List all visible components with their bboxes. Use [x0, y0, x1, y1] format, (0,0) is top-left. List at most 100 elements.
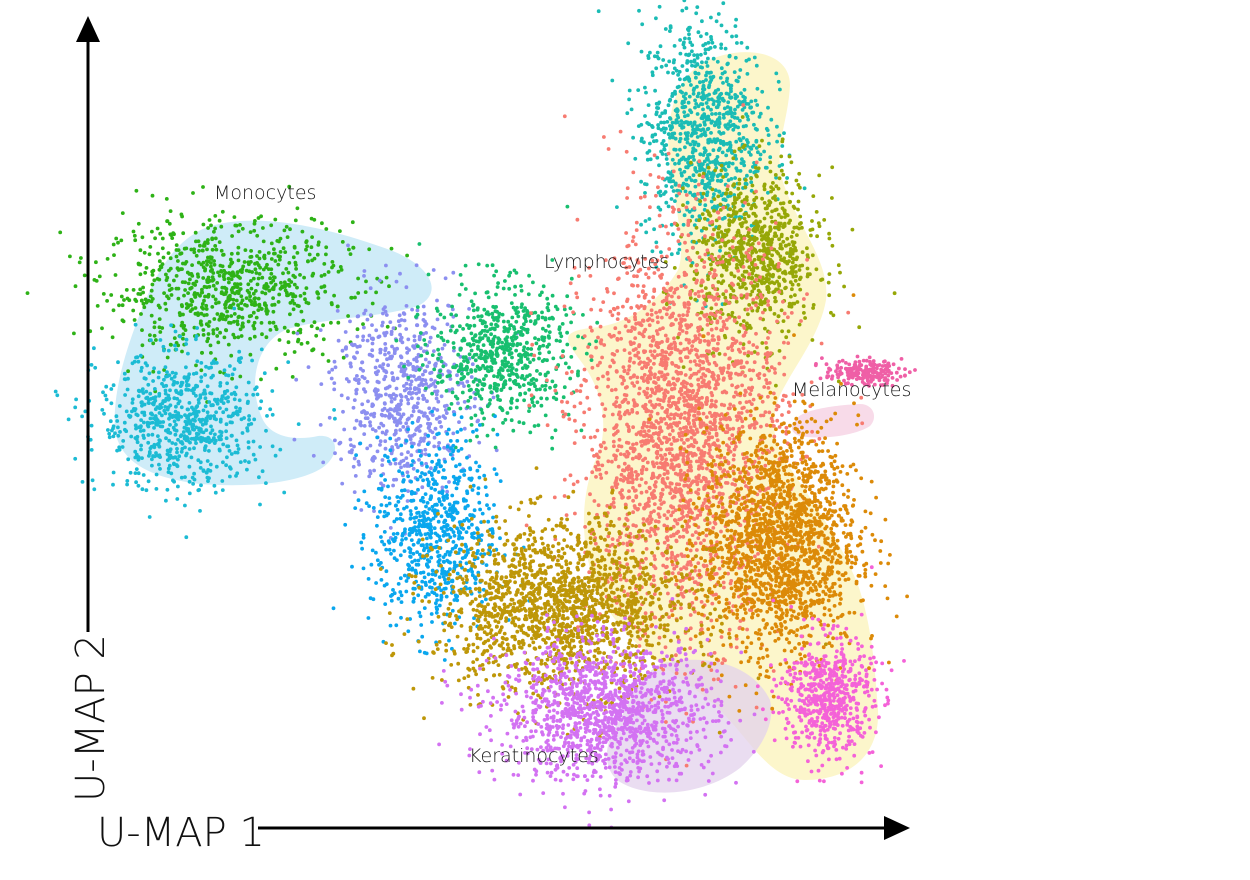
data-point — [451, 448, 456, 452]
data-point — [184, 426, 189, 431]
data-point — [463, 355, 468, 360]
data-point — [680, 126, 684, 130]
data-point — [259, 377, 263, 382]
data-point — [473, 368, 478, 373]
data-point — [229, 414, 233, 419]
data-point — [162, 408, 167, 413]
data-point — [209, 365, 214, 370]
data-point — [225, 444, 230, 449]
data-point — [295, 303, 300, 308]
data-point — [161, 255, 166, 260]
data-point — [529, 347, 534, 351]
data-point — [769, 215, 774, 220]
data-point — [494, 292, 498, 297]
data-point — [764, 346, 769, 350]
data-point — [223, 306, 228, 310]
data-point — [464, 530, 469, 534]
data-point — [192, 291, 197, 295]
data-point — [416, 593, 421, 598]
data-point — [252, 334, 257, 339]
data-point — [534, 387, 539, 392]
data-point — [441, 533, 446, 538]
data-point — [466, 399, 471, 403]
data-point — [368, 420, 372, 425]
data-point — [230, 234, 235, 238]
data-point — [58, 230, 63, 235]
data-point — [383, 333, 387, 338]
data-point — [425, 464, 429, 469]
data-point — [188, 440, 192, 445]
data-point — [489, 322, 494, 327]
data-point — [746, 312, 750, 317]
data-point — [434, 396, 439, 401]
data-point — [268, 407, 273, 412]
data-point — [769, 189, 773, 194]
data-point — [118, 430, 122, 434]
data-point — [157, 370, 161, 375]
data-point — [522, 322, 526, 327]
data-point — [495, 432, 500, 437]
data-point — [101, 390, 105, 395]
data-point — [436, 334, 440, 338]
data-point — [746, 102, 751, 106]
data-point — [673, 99, 678, 104]
data-point — [138, 353, 143, 358]
data-point — [192, 247, 197, 252]
data-point — [446, 532, 451, 537]
data-point — [258, 406, 262, 411]
data-point — [310, 273, 315, 278]
data-point — [724, 29, 729, 34]
data-point — [178, 334, 183, 339]
data-point — [503, 279, 507, 283]
data-point — [236, 335, 241, 340]
data-point — [740, 157, 744, 162]
data-point — [231, 332, 236, 337]
data-point — [398, 496, 403, 500]
data-point — [467, 307, 471, 311]
data-point — [785, 251, 789, 256]
data-point — [183, 503, 187, 508]
data-point — [678, 136, 683, 141]
data-point — [462, 473, 467, 477]
data-point — [432, 326, 437, 331]
data-point — [336, 320, 341, 325]
data-point — [385, 324, 390, 329]
data-point — [271, 320, 276, 325]
data-point — [322, 262, 327, 266]
data-point — [516, 310, 520, 314]
data-point — [425, 364, 430, 369]
data-point — [382, 514, 387, 519]
data-point — [738, 285, 743, 290]
data-point — [288, 227, 292, 232]
data-point — [673, 89, 677, 94]
data-point — [278, 236, 283, 241]
data-point — [402, 384, 406, 388]
data-point — [430, 353, 435, 357]
data-point — [680, 101, 685, 106]
data-point — [701, 162, 705, 167]
data-point — [136, 394, 141, 399]
data-point — [426, 426, 431, 430]
data-point — [826, 280, 831, 285]
data-point — [531, 280, 535, 285]
data-point — [225, 381, 230, 386]
data-point — [133, 449, 138, 454]
data-point — [139, 312, 143, 316]
data-point — [750, 183, 755, 188]
data-point — [427, 340, 432, 344]
data-point — [350, 564, 354, 569]
data-point — [773, 194, 777, 199]
data-point — [203, 404, 208, 409]
data-point — [416, 558, 421, 563]
data-point — [227, 305, 232, 310]
data-point — [488, 398, 492, 402]
data-point — [558, 339, 562, 343]
data-point — [448, 439, 453, 443]
data-point — [662, 147, 667, 152]
data-point — [734, 166, 739, 171]
data-point — [656, 56, 661, 61]
data-point — [156, 434, 160, 438]
data-point — [810, 253, 815, 258]
data-point — [256, 276, 261, 281]
data-point — [237, 398, 242, 403]
